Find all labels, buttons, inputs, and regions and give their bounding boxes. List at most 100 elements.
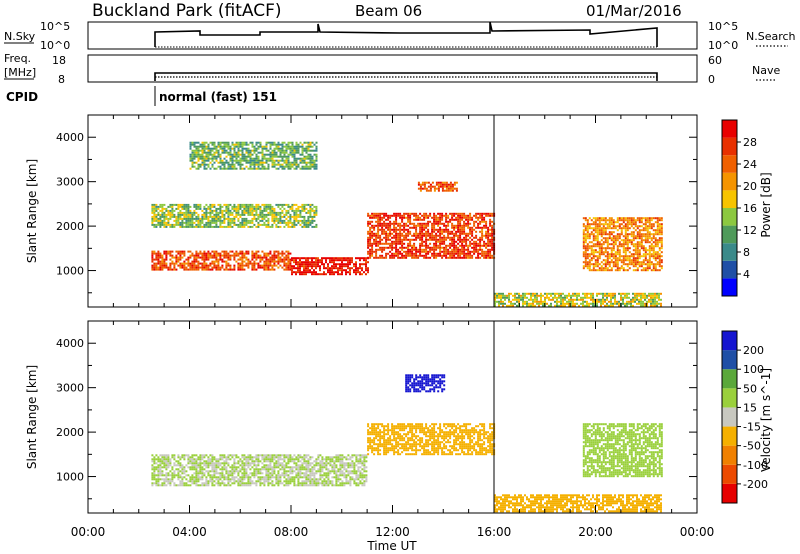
echo-cell bbox=[598, 300, 600, 303]
echo-cell bbox=[283, 151, 286, 154]
echo-cell bbox=[403, 256, 406, 259]
echo-cell bbox=[299, 219, 302, 222]
echo-cell bbox=[640, 233, 643, 236]
echo-cell bbox=[211, 468, 214, 471]
echo-cell bbox=[393, 220, 396, 223]
echo-cell bbox=[241, 266, 244, 269]
echo-cell bbox=[243, 256, 246, 259]
echo-cell bbox=[219, 217, 222, 220]
echo-cell bbox=[463, 232, 466, 235]
echo-cell bbox=[191, 460, 194, 463]
echo-cell bbox=[618, 255, 621, 258]
echo-cell bbox=[465, 244, 468, 247]
echo-cell bbox=[383, 228, 386, 231]
echo-cell bbox=[435, 216, 438, 219]
echo-cell bbox=[463, 244, 466, 247]
echo-cell bbox=[439, 244, 442, 247]
echo-cell bbox=[289, 252, 292, 255]
echo-cell bbox=[199, 203, 202, 206]
echo-cell bbox=[243, 211, 246, 214]
echo-cell bbox=[634, 261, 637, 264]
echo-cell bbox=[187, 460, 190, 463]
echo-cell bbox=[634, 245, 637, 248]
echo-cell bbox=[291, 215, 294, 218]
echo-cell bbox=[582, 300, 584, 303]
echo-cell bbox=[161, 203, 164, 206]
echo-cell bbox=[590, 302, 592, 305]
echo-cell bbox=[261, 256, 264, 259]
echo-cell bbox=[157, 256, 160, 259]
echo-cell bbox=[596, 245, 599, 248]
echo-cell bbox=[253, 254, 256, 257]
echo-cell bbox=[243, 159, 246, 162]
echo-cell bbox=[297, 257, 299, 260]
echo-cell bbox=[227, 219, 230, 222]
echo-cell bbox=[469, 244, 472, 247]
echo-cell bbox=[295, 215, 298, 218]
echo-cell bbox=[650, 294, 652, 297]
echo-cell bbox=[205, 462, 208, 465]
echo-cell bbox=[598, 217, 601, 220]
echo-cell bbox=[263, 157, 266, 160]
echo-cell bbox=[301, 165, 304, 168]
echo-cell bbox=[409, 214, 412, 217]
echo-cell bbox=[425, 230, 428, 233]
echo-cell bbox=[437, 246, 440, 249]
echo-cell bbox=[221, 209, 224, 212]
echo-cell bbox=[231, 211, 234, 214]
echo-cell bbox=[157, 250, 160, 253]
echo-cell bbox=[277, 221, 280, 224]
echo-cell bbox=[305, 265, 307, 268]
echo-cell bbox=[197, 151, 200, 154]
echo-cell bbox=[211, 256, 214, 259]
echo-cell bbox=[425, 236, 428, 239]
echo-cell bbox=[197, 219, 200, 222]
echo-cell bbox=[251, 161, 254, 164]
echo-cell bbox=[437, 216, 440, 219]
station-title: Buckland Park (fitACF) bbox=[92, 1, 282, 21]
echo-cell bbox=[441, 256, 444, 259]
echo-cell bbox=[473, 242, 476, 245]
echo-cell bbox=[536, 300, 538, 303]
echo-cell bbox=[534, 296, 536, 299]
echo-cell bbox=[275, 219, 278, 222]
echo-cell bbox=[461, 228, 464, 231]
echo-cell bbox=[481, 238, 484, 241]
echo-cell bbox=[295, 145, 298, 148]
echo-cell bbox=[207, 472, 210, 475]
echo-cell bbox=[191, 260, 194, 263]
echo-cell bbox=[640, 263, 643, 266]
echo-cell bbox=[656, 251, 659, 254]
echo-cell bbox=[151, 205, 154, 208]
echo-cell bbox=[191, 266, 194, 269]
echo-cell bbox=[159, 268, 162, 271]
echo-cell bbox=[303, 261, 305, 264]
echo-cell bbox=[291, 223, 294, 226]
echo-cell bbox=[197, 163, 200, 166]
echo-cell bbox=[231, 225, 234, 228]
echo-cell bbox=[251, 159, 254, 162]
echo-cell bbox=[544, 300, 546, 303]
echo-cell bbox=[632, 253, 635, 256]
echo-cell bbox=[203, 266, 206, 269]
echo-cell bbox=[365, 261, 367, 264]
echo-cell bbox=[265, 219, 268, 222]
echo-cell bbox=[253, 252, 256, 255]
echo-cell bbox=[580, 302, 582, 305]
echo-cell bbox=[211, 163, 214, 166]
echo-cell bbox=[652, 255, 655, 258]
echo-cell bbox=[219, 161, 222, 164]
echo-cell bbox=[175, 258, 178, 261]
echo-cell bbox=[207, 470, 210, 473]
echo-cell bbox=[257, 205, 260, 208]
echo-cell bbox=[191, 159, 194, 162]
echo-cell bbox=[253, 163, 256, 166]
echo-cell bbox=[407, 252, 410, 255]
echo-cell bbox=[261, 203, 264, 206]
echo-cell bbox=[273, 143, 276, 146]
echo-cell bbox=[279, 225, 282, 228]
echo-cell bbox=[381, 246, 384, 249]
echo-cell bbox=[241, 262, 244, 265]
echo-cell bbox=[205, 145, 208, 148]
echo-cell bbox=[235, 260, 238, 263]
